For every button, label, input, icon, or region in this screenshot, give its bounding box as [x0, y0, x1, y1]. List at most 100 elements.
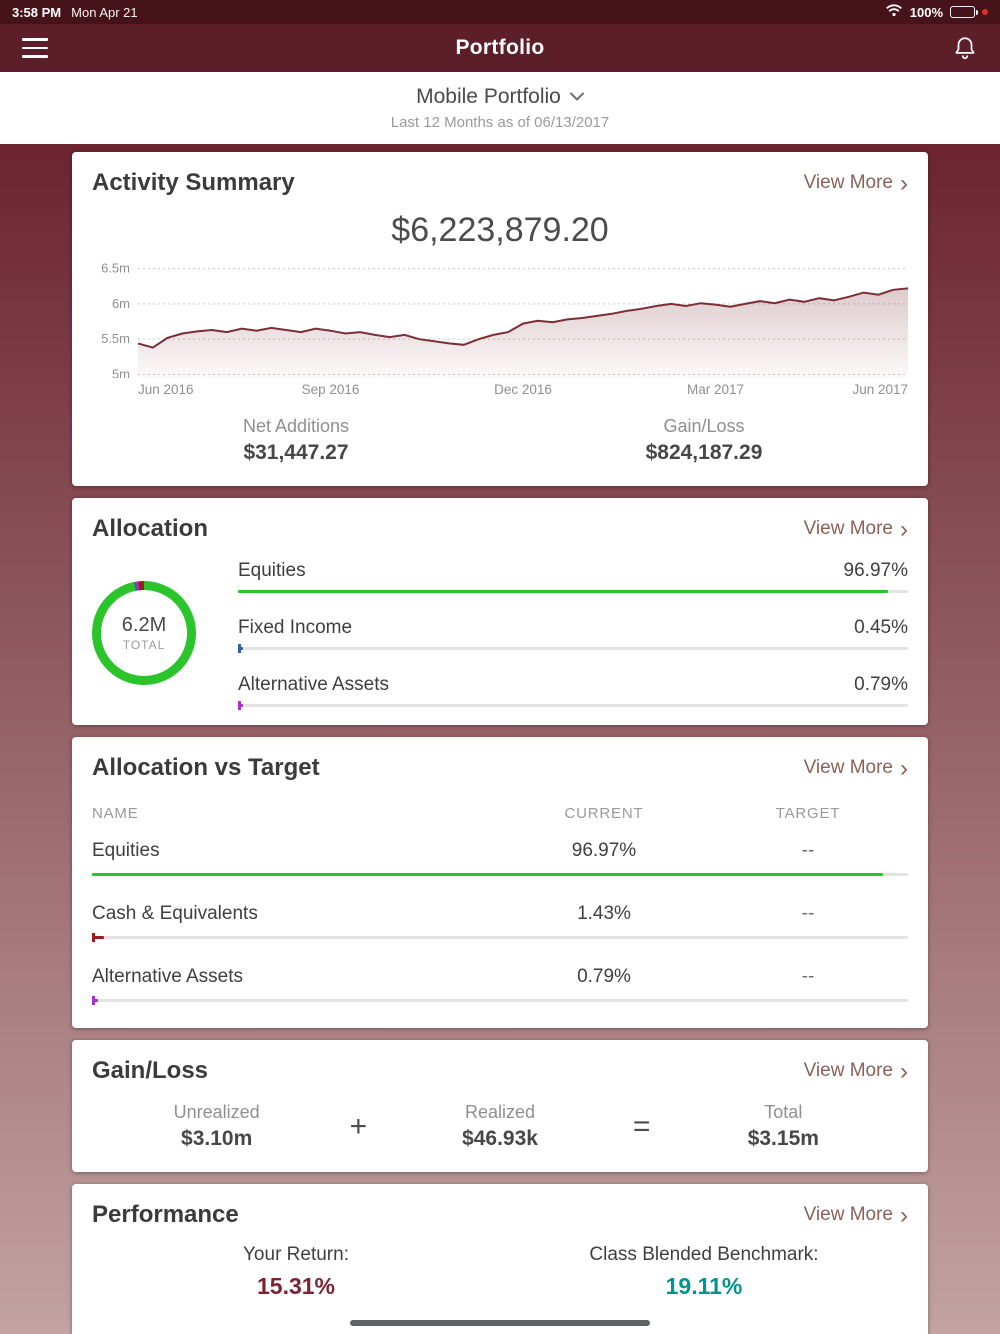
avt-row-name: Cash & Equivalents	[92, 903, 258, 924]
avt-row-name: Equities	[92, 840, 160, 861]
gain-loss-label: Gain/Loss	[663, 416, 745, 436]
allocation-percent: 0.45%	[854, 617, 908, 638]
performance-card: Performance View More › Your Return: 15.…	[72, 1184, 928, 1334]
gain-loss-view-more-link[interactable]: View More ›	[803, 1057, 908, 1085]
svg-text:5m: 5m	[112, 366, 130, 378]
x-axis-label: Jun 2017	[852, 382, 908, 397]
allocation-vs-target-title: Allocation vs Target	[92, 754, 320, 781]
allocation-vs-target-view-more-link[interactable]: View More ›	[803, 754, 908, 782]
notifications-bell-icon[interactable]	[952, 35, 978, 61]
realized-value: $46.93k	[462, 1127, 538, 1150]
total-stat: Total $3.15m	[659, 1100, 908, 1154]
allocation-label: Fixed Income	[238, 617, 353, 638]
scroll-content: Activity Summary View More › $6,223,879.…	[0, 144, 1000, 1334]
gain-loss-stat: Gain/Loss $824,187.29	[500, 414, 908, 468]
activity-view-more-link[interactable]: View More ›	[803, 169, 908, 197]
allocation-bar-track	[238, 701, 908, 710]
table-row: Cash & Equivalents 1.43% --	[92, 900, 908, 942]
avt-row-name: Alternative Assets	[92, 966, 244, 987]
gain-loss-value: $824,187.29	[645, 441, 763, 464]
status-date: Mon Apr 21	[71, 4, 138, 20]
svg-text:6.5m: 6.5m	[101, 261, 130, 276]
performance-view-more-link[interactable]: View More ›	[803, 1203, 908, 1227]
allocation-label: Equities	[238, 560, 306, 581]
activity-chart-x-labels: Jun 2016 Sep 2016 Dec 2016 Mar 2017 Jun 2017	[92, 382, 908, 404]
activity-summary-card: Activity Summary View More › $6,223,879.…	[72, 152, 928, 486]
table-row: Equities 96.97% --	[92, 837, 908, 876]
allocation-title: Allocation	[92, 515, 209, 542]
recording-indicator-dot	[982, 9, 988, 15]
avt-header-target: TARGET	[775, 805, 841, 822]
wifi-icon	[885, 4, 903, 20]
plus-icon: +	[349, 1110, 368, 1143]
x-axis-label: Mar 2017	[686, 382, 745, 397]
realized-stat: Realized $46.93k	[375, 1100, 624, 1154]
x-axis-label: Dec 2016	[494, 382, 552, 397]
unrealized-label: Unrealized	[173, 1102, 260, 1122]
allocation-row-equities: Equities 96.97%	[238, 558, 908, 593]
chevron-right-icon: ›	[900, 169, 908, 197]
activity-summary-title: Activity Summary	[92, 169, 295, 196]
your-return-stat: Your Return: 15.31%	[92, 1242, 500, 1302]
chevron-right-icon: ›	[900, 1057, 908, 1085]
page-title: Portfolio	[455, 36, 545, 59]
allocation-bar-fill	[238, 644, 243, 653]
portfolio-selector-label: Mobile Portfolio	[416, 85, 561, 108]
portfolio-total-value: $6,223,879.20	[391, 211, 609, 249]
chevron-down-icon	[569, 88, 584, 106]
avt-row-target: --	[801, 966, 815, 987]
reporting-period: Last 12 Months as of 06/13/2017	[390, 114, 610, 131]
activity-chart: 6.5m 6m 5.5m 5m Jun 2016 Sep 2016 Dec 2016 Mar…	[92, 258, 908, 404]
total-label: Total	[764, 1102, 803, 1122]
x-axis-label: Sep 2016	[301, 382, 360, 397]
gain-loss-title: Gain/Loss	[92, 1057, 209, 1084]
portfolio-selector[interactable]: Mobile Portfolio	[416, 85, 584, 109]
allocation-bar-fill	[238, 701, 244, 710]
status-time: 3:58 PM	[12, 4, 62, 20]
net-additions-value: $31,447.27	[243, 441, 349, 464]
unrealized-value: $3.10m	[181, 1127, 253, 1150]
your-return-value: 15.31%	[256, 1273, 335, 1299]
avt-bar-track	[92, 873, 908, 876]
donut-total-label: TOTAL	[122, 637, 166, 652]
avt-bar-fill	[92, 933, 104, 942]
status-right: 100%	[885, 4, 988, 20]
your-return-label: Your Return:	[243, 1244, 349, 1265]
avt-bar-fill	[92, 873, 884, 876]
view-more-label: View More	[803, 757, 893, 778]
table-row: Alternative Assets 0.79% --	[92, 963, 908, 1005]
allocation-row-alternative-assets: Alternative Assets 0.79%	[238, 672, 908, 710]
view-more-label: View More	[803, 1204, 893, 1225]
allocation-view-more-link[interactable]: View More ›	[803, 515, 908, 543]
chevron-right-icon: ›	[900, 754, 908, 782]
benchmark-stat: Class Blended Benchmark: 19.11%	[500, 1242, 908, 1302]
performance-title: Performance	[92, 1201, 239, 1228]
equals-icon: =	[632, 1110, 651, 1143]
view-more-label: View More	[803, 172, 893, 193]
status-bar: 3:58 PM Mon Apr 21 100%	[0, 0, 1000, 24]
battery-percent: 100%	[909, 4, 943, 20]
menu-icon[interactable]	[22, 34, 48, 62]
avt-row-target: --	[801, 840, 815, 861]
net-additions-stat: Net Additions $31,447.27	[92, 414, 500, 468]
nav-bar: Portfolio	[0, 24, 1000, 72]
view-more-label: View More	[803, 518, 893, 539]
allocation-row-fixed-income: Fixed Income 0.45%	[238, 615, 908, 653]
allocation-vs-target-card: Allocation vs Target View More › NAME CU…	[72, 737, 928, 1028]
chevron-right-icon: ›	[900, 515, 908, 543]
home-indicator[interactable]	[350, 1320, 650, 1326]
net-additions-label: Net Additions	[242, 416, 350, 436]
allocation-donut-center: 6.2M TOTAL	[101, 589, 187, 676]
avt-bar-track	[92, 996, 908, 1005]
allocation-bar-track	[238, 644, 908, 653]
svg-text:6m: 6m	[112, 296, 130, 311]
avt-row-current: 0.79%	[577, 966, 631, 987]
view-more-label: View More	[803, 1060, 893, 1081]
donut-total-value: 6.2M	[121, 613, 167, 636]
avt-bar-fill	[92, 996, 99, 1005]
realized-label: Realized	[464, 1102, 536, 1122]
x-axis-label: Jun 2016	[138, 382, 194, 397]
allocation-card: Allocation View More › 6.2M TOTAL Equ	[72, 498, 928, 725]
avt-row-current: 96.97%	[571, 840, 637, 861]
